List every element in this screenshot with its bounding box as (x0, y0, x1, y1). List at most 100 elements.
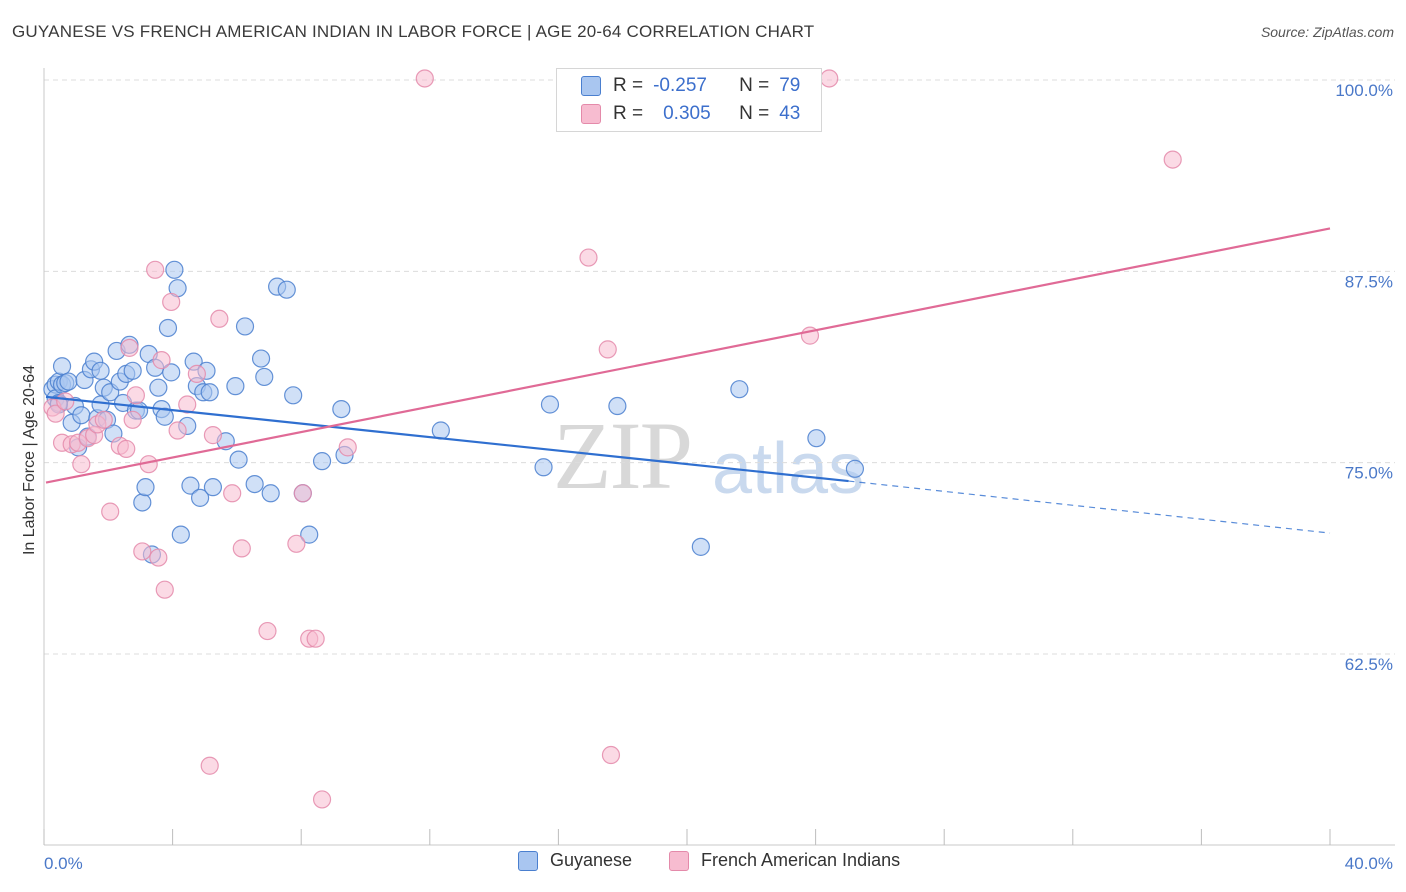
french-point (1163, 150, 1182, 169)
french-point (601, 745, 621, 765)
guyanese-point (190, 488, 210, 507)
y-tick-label: 62.5% (1345, 655, 1393, 674)
guyanese-point (229, 450, 248, 469)
legend-row-french: R = 0.305 N = 43 (581, 101, 800, 127)
french-point (126, 386, 145, 405)
legend-item-french[interactable]: French American Indians (669, 850, 900, 871)
guyanese-point (730, 380, 749, 399)
french-point (293, 484, 312, 503)
guyanese-point (431, 421, 450, 440)
legend-row-guyanese: R = -0.257 N = 79 (581, 73, 800, 99)
guyanese-point (136, 478, 155, 497)
french-point (820, 69, 839, 88)
french-point (56, 392, 75, 411)
french-point (162, 292, 181, 312)
guyanese-swatch (518, 850, 538, 871)
stats-legend: R = -0.257 N = 79 R = 0.305 N = 43 (556, 68, 822, 132)
french-point (415, 69, 434, 88)
guyanese-point (312, 452, 332, 471)
guyanese-point (235, 317, 255, 336)
guyanese-point (203, 478, 223, 497)
french-point (287, 534, 306, 553)
guyanese-point (608, 396, 627, 416)
french-swatch (669, 850, 689, 871)
series-legend: Guyanese French American Indians (0, 850, 1406, 878)
french-point (258, 621, 277, 641)
r-value: 0.305 (663, 103, 711, 124)
guyanese-trendline-extension (848, 480, 1331, 534)
x-tick-label: 0.0% (44, 854, 83, 873)
french-point (210, 309, 229, 328)
french-point (133, 542, 152, 561)
french-point (312, 790, 332, 809)
guyanese-trendline (45, 395, 849, 483)
guyanese-point (123, 361, 142, 380)
guyanese-point (300, 525, 319, 544)
french-point (152, 351, 171, 370)
r-value: -0.257 (653, 75, 707, 96)
french-point (72, 455, 91, 474)
guyanese-point (162, 363, 181, 382)
guyanese-point (534, 458, 553, 477)
r-label: R = (613, 75, 644, 96)
guyanese-point (133, 493, 152, 512)
x-tick-label: 40.0% (1345, 854, 1393, 873)
guyanese-point (165, 260, 184, 279)
french-point (120, 338, 139, 357)
guyanese-point (149, 378, 168, 397)
guyanese-point (200, 383, 219, 402)
french-swatch (581, 104, 601, 124)
french-point (178, 395, 197, 414)
guyanese-swatch (581, 76, 601, 96)
watermark-zip: ZIP (553, 402, 693, 509)
guyanese-point (284, 386, 303, 405)
guyanese-point (540, 395, 560, 414)
guyanese-point (181, 476, 200, 495)
french-point (168, 421, 187, 440)
n-value: 79 (779, 75, 801, 96)
guyanese-point (845, 459, 865, 478)
french-point (579, 248, 598, 267)
n-label: N = (739, 103, 770, 124)
french-point (101, 502, 120, 521)
source-credit: Source: ZipAtlas.com (1260, 24, 1394, 40)
guyanese-point (91, 361, 110, 380)
french-point (338, 438, 357, 457)
n-value: 43 (779, 103, 801, 124)
guyanese-point (226, 377, 245, 396)
french-point (94, 410, 113, 429)
legend-item-guyanese[interactable]: Guyanese (518, 850, 632, 871)
french-point (146, 260, 165, 279)
french-point (223, 484, 242, 503)
french-point (46, 404, 65, 423)
chart-title: GUYANESE VS FRENCH AMERICAN INDIAN IN LA… (12, 22, 815, 41)
french-point (203, 426, 223, 445)
french-point (155, 580, 174, 599)
guyanese-point (59, 372, 78, 391)
guyanese-point (251, 349, 271, 368)
guyanese-point (255, 367, 274, 387)
guyanese-point (72, 406, 91, 425)
french-point (598, 340, 617, 359)
french-point (306, 629, 325, 648)
french-point (200, 756, 219, 775)
legend-label: French American Indians (701, 850, 901, 870)
french-point (232, 539, 251, 558)
y-tick-label: 100.0% (1335, 81, 1393, 100)
french-point (149, 548, 168, 567)
guyanese-point (332, 399, 351, 419)
guyanese-point (261, 484, 280, 503)
y-tick-label: 75.0% (1345, 464, 1393, 483)
r-label: R = (613, 103, 644, 124)
french-point (123, 410, 142, 429)
y-tick-label: 87.5% (1345, 272, 1393, 291)
guyanese-point (807, 429, 826, 448)
legend-label: Guyanese (550, 850, 633, 870)
guyanese-point (171, 525, 190, 544)
french-point (117, 439, 136, 458)
guyanese-point (691, 537, 710, 556)
french-trendline (45, 227, 1331, 484)
guyanese-point (277, 280, 296, 299)
guyanese-point (52, 357, 72, 376)
